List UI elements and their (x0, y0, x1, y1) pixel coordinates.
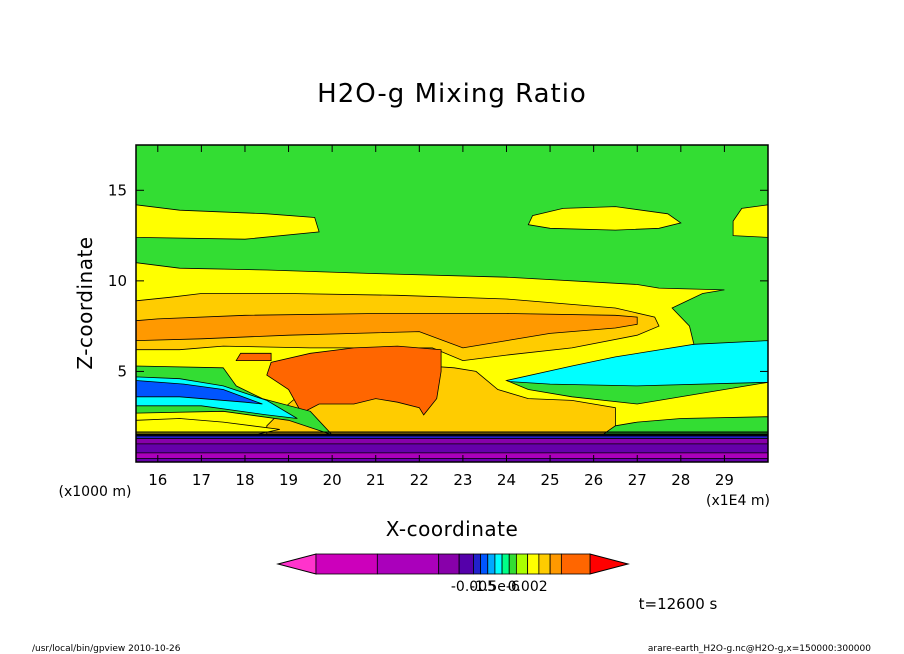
colorbar-swatch (515, 553, 529, 575)
y-tick-label: 10 (108, 272, 127, 290)
footer-left: /usr/local/bin/gpview 2010-10-26 (32, 644, 181, 654)
y-tick-label: 15 (108, 181, 127, 199)
contour-darkorange-tongue (235, 352, 272, 362)
contour-green-right-base (601, 416, 768, 436)
x-tick-label: 26 (584, 471, 603, 489)
y-axis: 5 10 15 (108, 181, 768, 380)
colorbar: -0.005-1.5e-60.002 (276, 553, 630, 595)
x-tick-label: 19 (279, 471, 298, 489)
colorbar-swatch (458, 553, 474, 575)
x-tick-label: 23 (453, 471, 472, 489)
y-unit-label: (x1000 m) (59, 484, 132, 500)
colorbar-swatch (549, 553, 562, 575)
plot-frame (135, 144, 769, 463)
footer-right: arare-earth_H2O-g.nc@H2O-g,x=150000:3000… (648, 644, 871, 654)
colorbar-swatch (315, 553, 378, 575)
contour-blue-left (136, 380, 263, 405)
plot-area (136, 145, 768, 462)
colorbar-swatch (438, 553, 460, 575)
x-tick-label: 16 (148, 471, 167, 489)
contour-upper-yellow-right-edge (732, 204, 768, 238)
chart-title: H2O-g Mixing Ratio (317, 79, 587, 109)
colorbar-swatch (538, 553, 551, 575)
colorbar-swatch (560, 553, 591, 575)
colorbar-swatch (487, 553, 496, 575)
x-unit-label: (x1E4 m) (706, 493, 770, 509)
contour-band-purple-top (136, 438, 768, 445)
x-tick-label: 18 (235, 471, 254, 489)
y-tick-label: 5 (117, 362, 127, 380)
colorbar-high-arrow (589, 553, 630, 575)
colorbar-swatch (501, 553, 510, 575)
x-tick-label: 20 (323, 471, 342, 489)
colorbar-label: -0.005 (451, 579, 496, 595)
colorbar-swatch (376, 553, 440, 575)
colorbar-swatch (494, 553, 503, 575)
colorbar-label: -1.5e-6 (470, 579, 520, 595)
x-tick-label: 27 (628, 471, 647, 489)
contour-orange-anvil (136, 313, 638, 349)
colorbar-low-arrow (276, 553, 317, 575)
x-axis: 16 17 18 19 20 21 22 23 24 25 26 27 28 29 (148, 145, 734, 489)
x-tick-label: 24 (497, 471, 516, 489)
contour-band-magenta (136, 452, 768, 459)
colorbar-swatch (508, 553, 517, 575)
x-tick-label: 29 (715, 471, 734, 489)
colorbar-label: 0.002 (508, 579, 548, 595)
colorbar-swatch (527, 553, 540, 575)
x-tick-label: 21 (366, 471, 385, 489)
x-tick-label: 28 (671, 471, 690, 489)
contour-upper-yellow-right (527, 206, 682, 231)
colorbar-swatch (473, 553, 482, 575)
x-tick-label: 17 (192, 471, 211, 489)
x-tick-label: 25 (541, 471, 560, 489)
time-label: t=12600 s (639, 595, 718, 613)
contour-darkorange-core (266, 345, 442, 416)
contour-upper-yellow-left (136, 204, 320, 240)
x-axis-label: X-coordinate (386, 517, 519, 541)
colorbar-swatch (480, 553, 489, 575)
y-axis-label: Z-coordinate (73, 236, 97, 369)
x-tick-label: 22 (410, 471, 429, 489)
